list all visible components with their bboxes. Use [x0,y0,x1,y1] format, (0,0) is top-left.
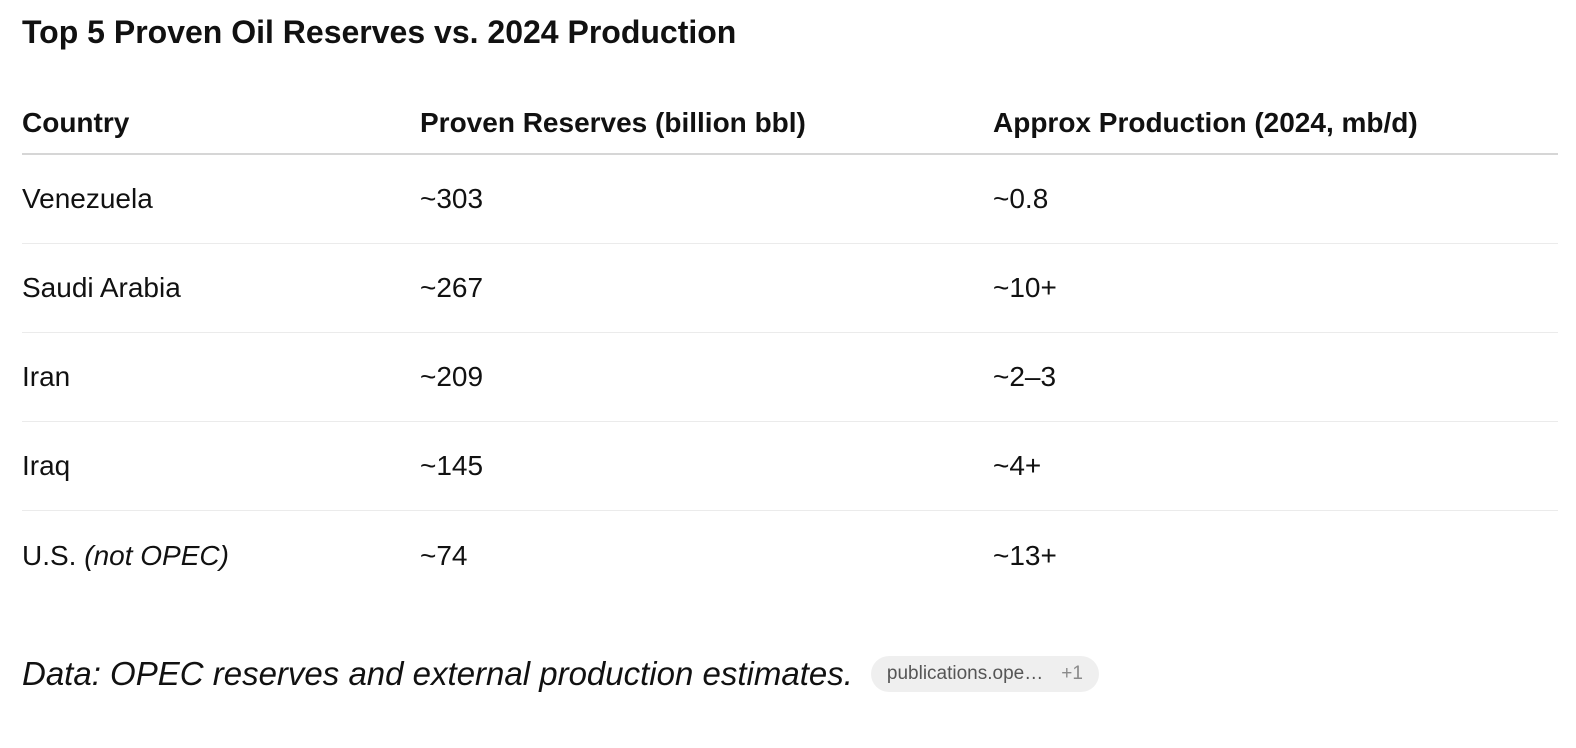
production-cell: ~2–3 [993,361,1057,392]
reserves-cell: ~209 [420,361,484,392]
table-row: U.S. (not OPEC) ~74 ~13+ [22,511,1558,600]
reserves-cell: ~74 [420,539,468,571]
country-note: (not OPEC) [84,539,229,571]
reserves-cell: ~303 [420,183,484,214]
country-name: Iraq [22,450,71,481]
page-title: Top 5 Proven Oil Reserves vs. 2024 Produ… [22,14,737,50]
table-row: Iraq ~145 ~4+ [22,422,1558,511]
source-citation-chip[interactable]: publications.ope… +1 [870,656,1099,692]
source-chip-label: publications.ope… [886,663,1044,684]
column-header-country: Country [22,106,130,138]
reserves-cell: ~145 [420,450,484,481]
country-cell: Iraq [22,449,420,483]
country-name: Venezuela [22,183,153,214]
column-header-reserves: Proven Reserves (billion bbl) [420,106,806,138]
country-cell: Venezuela [22,182,420,216]
column-header-production: Approx Production (2024, mb/d) [993,106,1418,138]
table-row: Iran ~209 ~2–3 [22,333,1558,422]
country-name: Iran [22,361,71,392]
reserves-cell: ~267 [420,272,484,303]
production-cell: ~0.8 [993,183,1049,214]
production-cell: ~13+ [993,539,1057,571]
table-row: Saudi Arabia ~267 ~10+ [22,244,1558,333]
reserves-table: Country Proven Reserves (billion bbl) Ap… [22,92,1558,600]
footer: Data: OPEC reserves and external product… [22,654,1099,694]
country-name: Saudi Arabia [22,272,181,303]
production-cell: ~10+ [993,272,1057,303]
country-cell: Saudi Arabia [22,271,420,305]
country-cell: Iran [22,360,420,394]
source-chip-more-count: +1 [1061,663,1083,684]
data-source-note: Data: OPEC reserves and external product… [22,655,853,692]
production-cell: ~4+ [993,450,1042,481]
table-header-row: Country Proven Reserves (billion bbl) Ap… [22,92,1558,155]
country-cell: U.S. (not OPEC) [22,539,420,573]
table-row: Venezuela ~303 ~0.8 [22,155,1558,244]
country-name: U.S. [22,539,77,571]
